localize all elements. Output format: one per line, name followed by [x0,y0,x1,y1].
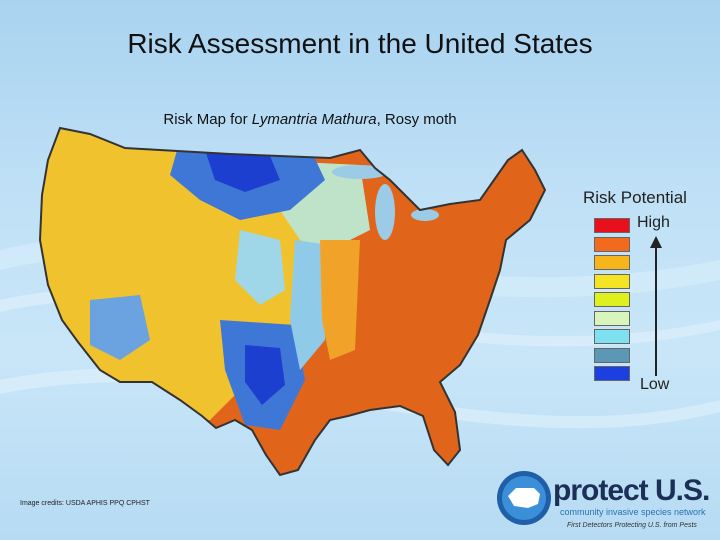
legend-low-label: Low [640,376,670,393]
mid-high-risk-band [320,240,360,360]
legend-swatch [594,218,630,233]
legend-high-label: High [637,214,670,231]
lake-erie [411,209,439,221]
image-credits: Image credits: USDA APHIS PPQ CPHST [20,500,150,507]
very-low-risk-texas [245,345,285,405]
us-outline [38,126,547,477]
subtitle-prefix: Risk Map for [163,111,252,128]
legend-swatch [594,347,630,363]
lake-michigan [375,184,395,240]
species-name: Lymantria Mathura [251,111,377,128]
low-risk-southwest [90,295,150,360]
arrow-up-icon [650,236,662,376]
low-mid-risk-plains [235,230,285,305]
lake-superior [332,165,388,179]
very-low-risk-north [205,150,280,192]
subtitle-suffix: , Rosy moth [376,111,457,128]
legend-swatch [594,273,630,289]
low-mid-risk-band [290,240,330,370]
logo-tagline: First Detectors Protecting U.S. from Pes… [567,522,697,529]
logo-subtitle: community invasive species network [560,507,706,517]
legend-title: Risk Potential [583,188,687,207]
legend-swatch [594,366,630,381]
legend-swatch [594,329,630,344]
legend-swatch [594,255,630,270]
protect-us-logo [497,471,551,525]
legend-swatch [594,292,630,307]
legend-swatch [594,236,630,252]
page-title: Risk Assessment in the United States [127,28,593,59]
logo-name: protect U.S. [553,474,710,507]
legend-swatch [594,310,630,326]
us-risk-map [38,126,547,477]
map-subtitle: Risk Map for Lymantria Mathura, Rosy mot… [0,111,620,128]
